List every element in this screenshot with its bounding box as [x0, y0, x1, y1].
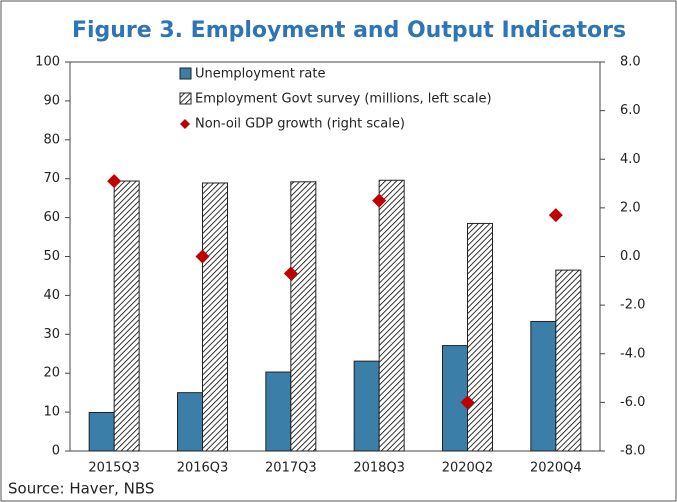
- bar: [290, 181, 317, 452]
- y-tick-label: 10: [43, 405, 60, 420]
- bar: [113, 180, 140, 452]
- y-tick-label: 0: [52, 444, 60, 459]
- y-tick-label: 30: [43, 327, 60, 342]
- bar: [88, 411, 115, 452]
- bar: [202, 182, 228, 452]
- bar: [530, 320, 557, 452]
- x-tick-label: 2020Q4: [530, 461, 582, 476]
- y2-tick-label: -6.0: [620, 395, 645, 410]
- bar: [555, 269, 582, 452]
- x-tick-label: 2018Q3: [353, 461, 405, 476]
- bar: [467, 222, 493, 452]
- y-tick-label: 80: [43, 132, 60, 147]
- y-tick-label: 20: [43, 366, 60, 381]
- legend-label: Non-oil GDP growth (right scale): [195, 117, 405, 132]
- x-tick-label: 2016Q3: [177, 461, 229, 476]
- bar: [353, 360, 380, 452]
- gdp-marker: [107, 174, 122, 189]
- y2-tick-label: 8.0: [620, 55, 641, 70]
- bar: [442, 345, 468, 452]
- legend-swatch: [179, 67, 192, 80]
- y-tick-label: 100: [35, 55, 60, 70]
- x-tick-label: 2017Q3: [265, 461, 317, 476]
- gdp-marker: [372, 193, 387, 208]
- y2-tick-label: -2.0: [620, 298, 645, 313]
- y2-tick-label: 0.0: [620, 249, 641, 264]
- y2-tick-label: -4.0: [620, 346, 645, 361]
- legend-swatch: [179, 92, 192, 105]
- y-tick-label: 90: [43, 93, 60, 108]
- legend-label: Employment Govt survey (millions, left s…: [195, 92, 492, 107]
- y2-tick-label: 6.0: [620, 103, 641, 118]
- legend-label: Unemployment rate: [195, 67, 325, 82]
- y2-tick-label: -8.0: [620, 444, 645, 459]
- gdp-marker: [460, 395, 475, 410]
- gdp-marker: [283, 266, 298, 281]
- gdp-marker: [548, 208, 563, 223]
- y-tick-label: 70: [43, 171, 60, 186]
- y2-tick-label: 4.0: [620, 152, 641, 167]
- chart-title: Figure 3. Employment and Output Indicato…: [72, 18, 626, 43]
- source-note: Source: Haver, NBS: [8, 480, 154, 498]
- y-tick-label: 50: [43, 249, 60, 264]
- bar: [265, 371, 292, 452]
- x-tick-label: 2015Q3: [88, 461, 140, 476]
- bar: [177, 392, 203, 452]
- bar: [378, 179, 405, 452]
- x-tick-label: 2020Q2: [442, 461, 494, 476]
- legend-swatch: [180, 119, 190, 129]
- y-tick-label: 40: [43, 288, 60, 303]
- y-tick-label: 60: [43, 210, 60, 225]
- gdp-marker: [195, 249, 210, 264]
- y2-tick-label: 2.0: [620, 200, 641, 215]
